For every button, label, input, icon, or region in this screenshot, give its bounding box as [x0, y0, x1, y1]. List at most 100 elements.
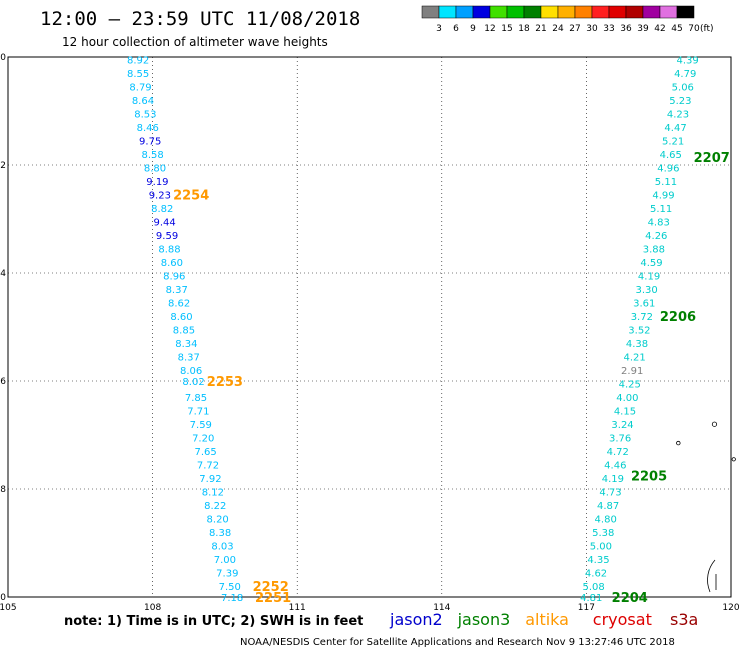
- wave-height-label: 9.75: [139, 137, 161, 148]
- wave-height-label: 4.35: [587, 555, 609, 566]
- plot-area: 105 108 111 114 117 120 -10 -12 -14 -16 -18 -20 8.92…: [0, 53, 740, 613]
- x-tick-label: 114: [433, 603, 450, 613]
- y-tick-label: -16: [0, 377, 6, 387]
- wave-height-label: 8.12: [202, 488, 224, 499]
- wave-height-label: 8.58: [141, 150, 163, 161]
- island-outline: [711, 421, 718, 427]
- wave-height-label: 4.19: [638, 272, 660, 283]
- chart-subtitle: 12 hour collection of altimeter wave hei…: [62, 35, 328, 49]
- legend-swatch: [659, 5, 678, 19]
- wave-height-label: 5.11: [655, 177, 677, 188]
- pass-time-label: 2204: [612, 591, 648, 606]
- wave-height-label: 8.06: [180, 366, 202, 377]
- wave-height-label: 8.22: [204, 501, 226, 512]
- wave-height-label: 8.37: [178, 353, 200, 364]
- wave-height-label: 4.15: [614, 407, 636, 418]
- satellite-name: jason3: [457, 610, 511, 629]
- legend-swatch: [472, 5, 491, 19]
- wave-height-label: 4.73: [599, 488, 621, 499]
- legend-label: 30: [586, 24, 598, 34]
- legend-swatch: [591, 5, 610, 19]
- wave-height-label: 2.91: [621, 366, 643, 377]
- wave-height-label: 4.80: [595, 515, 617, 526]
- wave-height-label: 9.23: [149, 191, 171, 202]
- wave-height-label: 5.00: [590, 542, 612, 553]
- legend-label: 45: [671, 24, 682, 34]
- wave-height-label: 8.62: [168, 299, 190, 310]
- x-tick-label: 111: [289, 603, 306, 613]
- wave-height-label: 7.39: [216, 569, 238, 580]
- wave-height-label: 8.96: [163, 272, 185, 283]
- island-outline: [731, 457, 736, 462]
- y-tick-label: -12: [0, 161, 6, 171]
- wave-height-label: 7.92: [199, 474, 221, 485]
- legend-swatch: [506, 5, 525, 19]
- wave-height-label: 3.52: [628, 326, 650, 337]
- satellite-name: s3a: [670, 610, 698, 629]
- legend-swatch: [523, 5, 542, 19]
- x-tick-label: 117: [578, 603, 595, 613]
- color-legend: 3 6 9 12 15 18 21 24 27 30 33 36 39 42 45 70 (ft): [421, 5, 714, 34]
- wave-height-label: 3.88: [643, 245, 665, 256]
- wave-height-label: 8.37: [166, 285, 188, 296]
- wave-height-label: 7.71: [187, 407, 209, 418]
- wave-height-label: 7.65: [194, 447, 216, 458]
- wave-height-label: 4.46: [604, 461, 626, 472]
- legend-label: 21: [535, 24, 546, 34]
- wave-height-label: 8.55: [127, 69, 149, 80]
- wave-height-label: 8.64: [132, 96, 154, 107]
- wave-height-label: 4.87: [597, 501, 619, 512]
- pass-time-label: 2253: [207, 375, 243, 390]
- wave-height-label: 5.11: [650, 204, 672, 215]
- x-tick-label: 108: [144, 603, 161, 613]
- wave-height-label: 4.26: [645, 231, 667, 242]
- wave-height-label: 4.19: [602, 474, 624, 485]
- wave-height-label: 3.24: [611, 420, 633, 431]
- legend-swatch: [540, 5, 559, 19]
- wave-height-label: 4.79: [674, 69, 696, 80]
- wave-height-label: 3.76: [609, 434, 631, 445]
- legend-swatch: [574, 5, 593, 19]
- legend-swatch: [608, 5, 627, 19]
- wave-height-label: 4.39: [676, 56, 698, 67]
- wave-height-label: 8.79: [129, 83, 151, 94]
- wave-height-label: 4.23: [667, 110, 689, 121]
- wave-height-label: 7.00: [214, 555, 236, 566]
- satellite-name: jason2: [389, 610, 443, 629]
- wave-height-label: 4.21: [623, 353, 645, 364]
- footer-credit: NOAA/NESDIS Center for Satellite Applica…: [240, 637, 675, 648]
- wave-height-label: 7.50: [219, 582, 241, 593]
- legend-label: 6: [453, 24, 459, 34]
- pass-time-label: 2254: [173, 189, 209, 204]
- wave-height-label: 8.82: [151, 204, 173, 215]
- wave-height-label: 7.18: [221, 593, 243, 604]
- pass-time-label: 2205: [631, 470, 667, 485]
- wave-height-label: 4.38: [626, 339, 648, 350]
- wave-height-label: 8.02: [182, 377, 204, 388]
- wave-height-label: 4.00: [616, 393, 638, 404]
- wave-height-label: 4.81: [580, 593, 602, 604]
- pass-time-label: 2252: [253, 580, 289, 595]
- legend-swatch: [642, 5, 661, 19]
- legend-label: 36: [620, 24, 632, 34]
- wave-height-label: 4.62: [585, 569, 607, 580]
- legend-label: 27: [569, 24, 580, 34]
- wave-height-label: 5.38: [592, 528, 614, 539]
- wave-height-label: 4.47: [664, 123, 686, 134]
- wave-height-label: 8.03: [211, 542, 233, 553]
- legend-swatch: [676, 5, 695, 19]
- y-tick-label: -20: [0, 593, 6, 603]
- wave-height-label: 5.08: [582, 582, 604, 593]
- wave-height-label: 4.99: [652, 191, 674, 202]
- wave-height-label: 8.38: [209, 528, 231, 539]
- legend-label: 39: [637, 24, 649, 34]
- legend-label: 15: [501, 24, 512, 34]
- x-tick-label: 105: [0, 603, 17, 613]
- legend-label: 3: [436, 24, 442, 34]
- wave-height-label: 4.65: [660, 150, 682, 161]
- satellite-name: cryosat: [593, 610, 652, 629]
- wave-height-label: 7.85: [185, 393, 207, 404]
- y-tick-label: -18: [0, 485, 6, 495]
- wave-height-label: 9.19: [146, 177, 168, 188]
